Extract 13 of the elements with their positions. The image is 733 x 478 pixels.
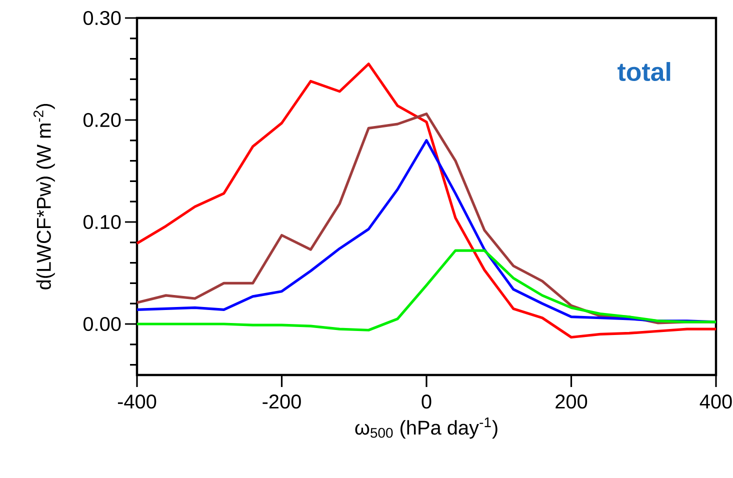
y-axis-title: d(LWCF*Pw) (W m$^{-2}$): [33, 104, 55, 290]
x-tick-label: 400: [700, 394, 732, 409]
annotation: total: [618, 62, 670, 82]
y-tick-label: 0.10: [83, 214, 121, 230]
x-axis-title: ω$_{500}$ (hPa day$^{-1}$): [355, 417, 498, 439]
x-tick-label: -200: [262, 394, 301, 409]
x-tick-label: 0: [422, 394, 432, 409]
line-series: [136, 62, 718, 339]
x-tick-label: -400: [118, 394, 156, 409]
x-tick-label: 200: [556, 394, 588, 409]
y-tick-label: 0.20: [83, 112, 121, 128]
y-tick-label: 0.30: [83, 10, 121, 26]
y-tick-label: 0.00: [83, 316, 121, 332]
